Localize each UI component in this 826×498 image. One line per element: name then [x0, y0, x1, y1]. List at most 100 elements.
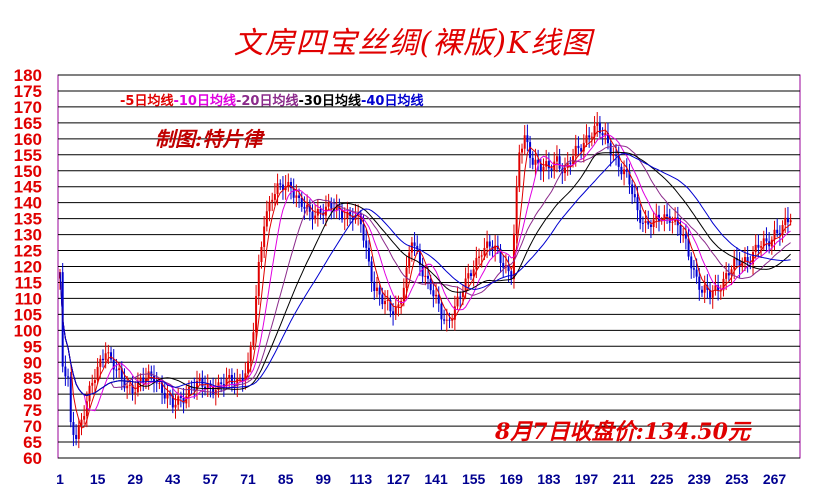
candle-body — [80, 419, 83, 426]
candle-body — [319, 209, 322, 213]
x-tick-label: 253 — [725, 471, 749, 487]
candle-body — [72, 422, 75, 435]
candle-body — [695, 269, 698, 277]
candle-body — [469, 273, 472, 277]
candle-body — [488, 241, 491, 247]
candle-body — [351, 215, 354, 220]
candle-body — [550, 168, 553, 171]
candles — [59, 112, 792, 449]
x-tick-label: 141 — [424, 471, 448, 487]
candle-body — [529, 142, 532, 158]
candle-body — [631, 184, 634, 195]
candle-body — [682, 234, 685, 236]
candle-body — [609, 143, 612, 156]
candle-body — [230, 374, 233, 384]
y-tick-label: 95 — [23, 337, 42, 356]
candle-body — [749, 262, 752, 265]
candle-body — [572, 156, 575, 164]
ma-line-30 — [59, 151, 791, 397]
candle-body — [427, 275, 429, 279]
candle-body — [389, 299, 392, 312]
y-tick-label: 140 — [14, 194, 42, 213]
candle-body — [623, 169, 626, 175]
candle-body — [539, 163, 542, 172]
grid-lines — [58, 74, 800, 459]
candle-body — [300, 198, 303, 207]
candle-body — [295, 195, 298, 198]
legend-ma30: -30日均线 — [298, 94, 361, 109]
candle-body — [120, 368, 123, 380]
x-tick-label: 155 — [462, 471, 486, 487]
x-tick-label: 1 — [56, 471, 64, 487]
candle-body — [349, 211, 352, 216]
candle-body — [518, 152, 521, 187]
candle-body — [537, 159, 540, 164]
candle-body — [577, 145, 580, 149]
x-tick-label: 225 — [650, 471, 674, 487]
candle-body — [410, 242, 413, 253]
candle-body — [247, 361, 250, 374]
candle-body — [375, 287, 378, 291]
x-tick-label: 113 — [350, 471, 373, 487]
ma-line-20 — [59, 144, 791, 397]
candle-body — [770, 239, 773, 247]
candle-body — [598, 122, 601, 134]
candle-body — [139, 377, 142, 381]
candle-body — [212, 386, 215, 395]
x-tick-label: 267 — [763, 471, 787, 487]
chart-title: 文房四宝丝绸(裸版)K线图 — [233, 26, 593, 61]
candle-body — [429, 278, 432, 291]
candle-body — [99, 358, 102, 367]
x-tick-label: 71 — [240, 471, 256, 487]
candle-body — [459, 296, 462, 298]
candle-body — [255, 296, 258, 333]
candle-body — [784, 217, 787, 226]
y-tick-label: 170 — [14, 98, 42, 117]
candle-body — [265, 211, 268, 227]
candle-body — [641, 222, 644, 224]
candle-body — [381, 294, 384, 305]
candle-body — [757, 244, 760, 248]
candle-body — [585, 135, 588, 143]
candle-body — [478, 256, 481, 258]
candle-body — [413, 242, 416, 246]
candle-body — [760, 246, 763, 248]
candle-body — [687, 238, 690, 257]
y-tick-label: 70 — [23, 417, 42, 436]
candle-body — [690, 256, 693, 269]
candle-body — [273, 194, 276, 200]
candle-body — [738, 260, 741, 267]
candle-body — [271, 199, 274, 202]
y-tick-label: 155 — [14, 146, 42, 165]
candle-body — [163, 392, 166, 399]
x-tick-label: 197 — [575, 471, 599, 487]
candle-body — [743, 257, 746, 262]
candle-body — [408, 252, 411, 268]
candle-body — [179, 396, 182, 398]
candle-body — [416, 245, 419, 250]
candle-body — [703, 285, 706, 293]
x-tick-label: 43 — [165, 471, 181, 487]
candle-body — [534, 159, 537, 165]
y-tick-label: 115 — [15, 273, 42, 292]
candle-body — [730, 269, 733, 276]
candle-body — [615, 154, 618, 156]
candle-body — [134, 392, 137, 394]
candle-body — [617, 155, 620, 167]
candle-body — [155, 382, 158, 384]
candle-body — [480, 255, 483, 257]
candle-body — [679, 225, 682, 236]
candle-body — [174, 404, 177, 408]
candle-body — [101, 358, 104, 361]
candle-body — [781, 225, 784, 235]
candle-body — [397, 304, 400, 307]
candle-body — [625, 169, 628, 172]
candle-body — [563, 167, 566, 174]
candle-body — [287, 181, 290, 187]
candle-body — [263, 226, 266, 247]
candle-body — [147, 371, 150, 379]
x-tick-label: 85 — [278, 471, 294, 487]
candle-body — [698, 276, 701, 290]
candle-body — [195, 380, 198, 390]
y-tick-label: 80 — [23, 385, 42, 404]
